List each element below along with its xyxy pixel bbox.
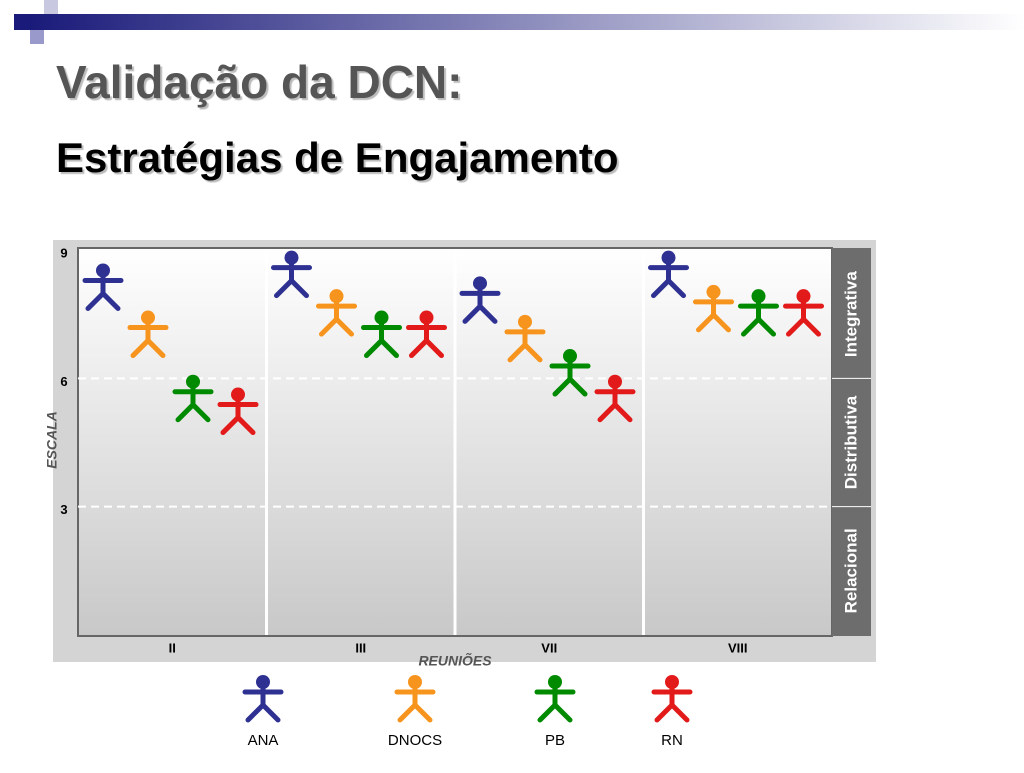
figure-legs [741, 315, 776, 337]
figure-legs [274, 277, 309, 299]
figure-legs [220, 414, 256, 436]
legend-label: RN [661, 732, 683, 749]
data-figure [594, 374, 636, 423]
title: Validação da DCN: [56, 56, 462, 108]
figure-head [665, 675, 679, 689]
legend-figure [394, 675, 436, 723]
data-figure [459, 276, 501, 324]
figure-head [256, 675, 270, 689]
figure-legs [597, 401, 633, 423]
y-axis-label: ESCALA [44, 411, 60, 469]
figure-legs [397, 701, 433, 723]
figure-head [408, 675, 422, 689]
figure-legs [364, 337, 399, 359]
figure-legs [507, 341, 543, 363]
figure-legs [696, 311, 731, 333]
data-figure [316, 289, 357, 337]
figure-head [518, 314, 532, 329]
figure-head [661, 250, 676, 265]
figure-legs [319, 315, 354, 337]
figure-legs [786, 315, 821, 337]
figure-head [706, 284, 721, 299]
figure-head [751, 289, 766, 304]
figure-legs [245, 701, 281, 723]
data-figure [127, 310, 169, 359]
figure-head [374, 310, 389, 325]
data-figure [783, 289, 824, 337]
figure-legs [409, 337, 444, 359]
band-label: Relacional [841, 528, 860, 613]
x-axis-label: REUNIÕES [418, 652, 492, 669]
figure-legs [85, 289, 121, 311]
header-square [44, 0, 58, 14]
figure-head [96, 263, 110, 278]
figure-head [141, 310, 155, 325]
header-square [30, 30, 44, 44]
legend-label: DNOCS [388, 732, 442, 749]
header-square [14, 14, 30, 30]
x-tick-label: VII [541, 640, 557, 655]
figure-head [419, 310, 434, 325]
figure-head [608, 374, 622, 389]
legend-label: PB [545, 732, 565, 749]
legend-figure [242, 675, 284, 723]
figure-head [186, 374, 200, 389]
data-figure [738, 289, 779, 337]
data-figure [217, 387, 259, 436]
figure-legs [175, 401, 211, 423]
figure-head [231, 387, 245, 402]
header-bar [30, 14, 1024, 30]
x-tick-label: VIII [728, 640, 748, 655]
figure-head [563, 349, 577, 364]
x-tick-label: II [169, 640, 176, 655]
subtitle: Estratégias de Engajamento [56, 134, 619, 181]
data-figure [82, 263, 124, 311]
figure-legs [651, 277, 686, 299]
figure-legs [462, 302, 498, 324]
band-column [832, 248, 871, 636]
data-figure [361, 310, 402, 359]
data-figure [648, 250, 689, 299]
figure-head [284, 250, 299, 265]
x-tick-label: III [355, 640, 366, 655]
legend-figure [651, 675, 693, 723]
figure-head [473, 276, 487, 291]
figure-legs [537, 701, 573, 723]
figure-legs [130, 337, 166, 359]
figure-legs [552, 375, 588, 397]
data-figure [504, 314, 546, 363]
data-figure [549, 349, 591, 397]
figure-head [329, 289, 344, 304]
figure-legs [654, 701, 690, 723]
band-label: Distributiva [841, 395, 860, 489]
data-figure [406, 310, 447, 359]
legend-label: ANA [248, 732, 279, 749]
figure-head [796, 289, 811, 304]
data-figure [172, 374, 214, 423]
y-tick-label: 6 [60, 374, 67, 389]
data-figure [693, 284, 734, 333]
y-tick-label: 3 [60, 502, 67, 517]
legend-figure [534, 675, 576, 723]
band-label: Integrativa [841, 271, 860, 358]
data-figure [271, 250, 312, 299]
figure-head [548, 675, 562, 689]
y-tick-label: 9 [60, 245, 67, 260]
